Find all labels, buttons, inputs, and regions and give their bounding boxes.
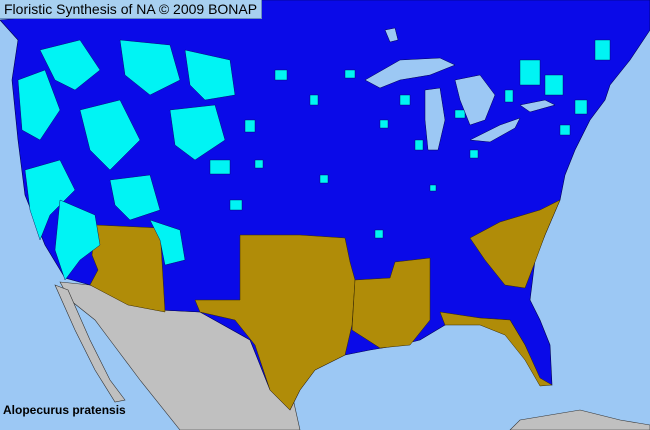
species-label: Alopecurus pratensis [3,403,126,417]
lake-michigan [424,87,446,151]
lake-winnipeg [384,27,399,43]
lake-superior [364,57,456,89]
lake-huron [454,74,496,126]
lake-erie [469,117,521,143]
cyan-counties [17,39,611,281]
olive-states [89,199,561,411]
state-carolinas [469,199,561,289]
great-lakes [364,27,556,151]
state-louisiana-mississippi [351,257,431,349]
lake-ontario [519,99,556,113]
baja-peninsula [54,284,126,403]
cuba-land [509,409,650,430]
state-florida [439,311,553,387]
state-oklahoma-texas [194,234,356,411]
map-title: Floristic Synthesis of NA © 2009 BONAP [0,0,263,19]
